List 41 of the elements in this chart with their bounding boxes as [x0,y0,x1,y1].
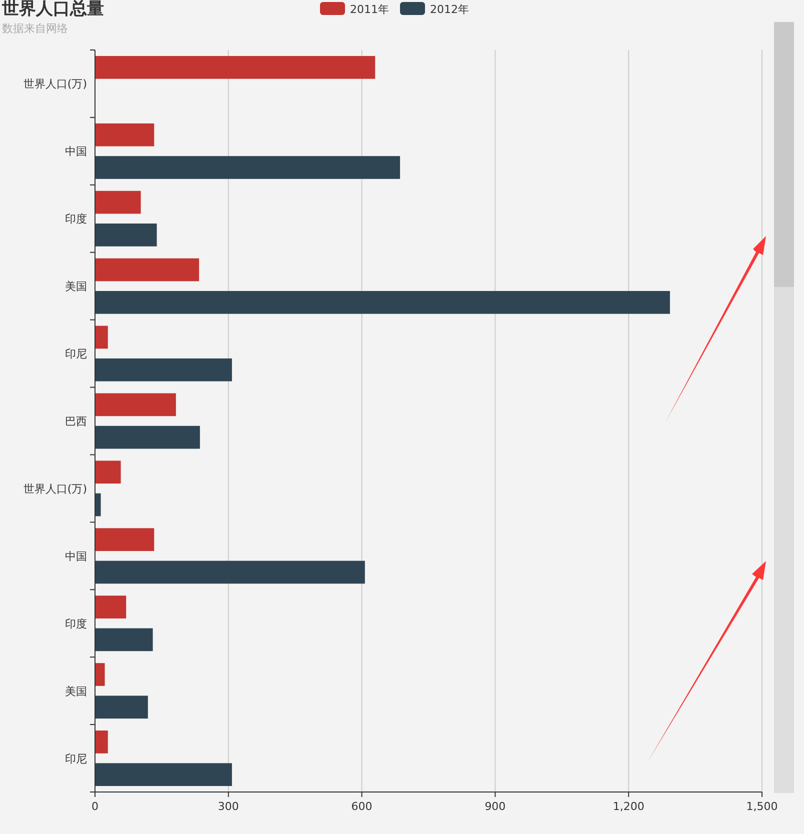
bar [95,560,365,584]
y-tick-label: 世界人口(万) [23,78,87,91]
bar [95,224,157,246]
y-tick-label: 中国 [65,145,87,158]
x-tick-label: 600 [351,800,372,813]
x-tick-label: 1,500 [746,800,778,813]
chart-subtitle: 数据来自网络 [2,22,68,35]
bar [95,663,105,686]
bar [95,426,200,449]
bar [95,528,154,552]
bar [95,730,108,754]
y-tick-label: 印尼 [65,348,87,361]
bar [95,596,126,618]
bar [95,696,148,719]
x-tick-label: 0 [92,800,98,813]
bar [95,628,153,652]
bar [95,258,200,282]
x-tick-label: 900 [484,800,506,813]
x-tick-label: 1,200 [612,800,644,813]
bar [95,56,376,79]
bar [95,190,141,214]
bar [95,123,154,146]
bar [95,358,232,382]
y-tick-label: 印度 [65,617,87,630]
y-tick-label: 中国 [65,550,87,563]
bar [95,393,176,416]
bar [95,156,400,179]
bar [95,460,121,484]
y-tick-label: 美国 [65,684,87,698]
y-tick-label: 巴西 [65,415,87,428]
y-tick-label: 美国 [65,280,87,294]
bar [95,290,670,314]
bar [95,493,101,516]
y-tick-label: 印尼 [65,752,87,766]
y-tick-label: 印度 [65,212,87,226]
legend-label: 2012年 [430,3,469,16]
x-tick-label: 300 [218,800,239,813]
y-tick-label: 世界人口(万) [23,482,87,496]
bar [95,326,108,349]
legend-label: 2011年 [350,3,389,16]
bar [95,763,232,786]
